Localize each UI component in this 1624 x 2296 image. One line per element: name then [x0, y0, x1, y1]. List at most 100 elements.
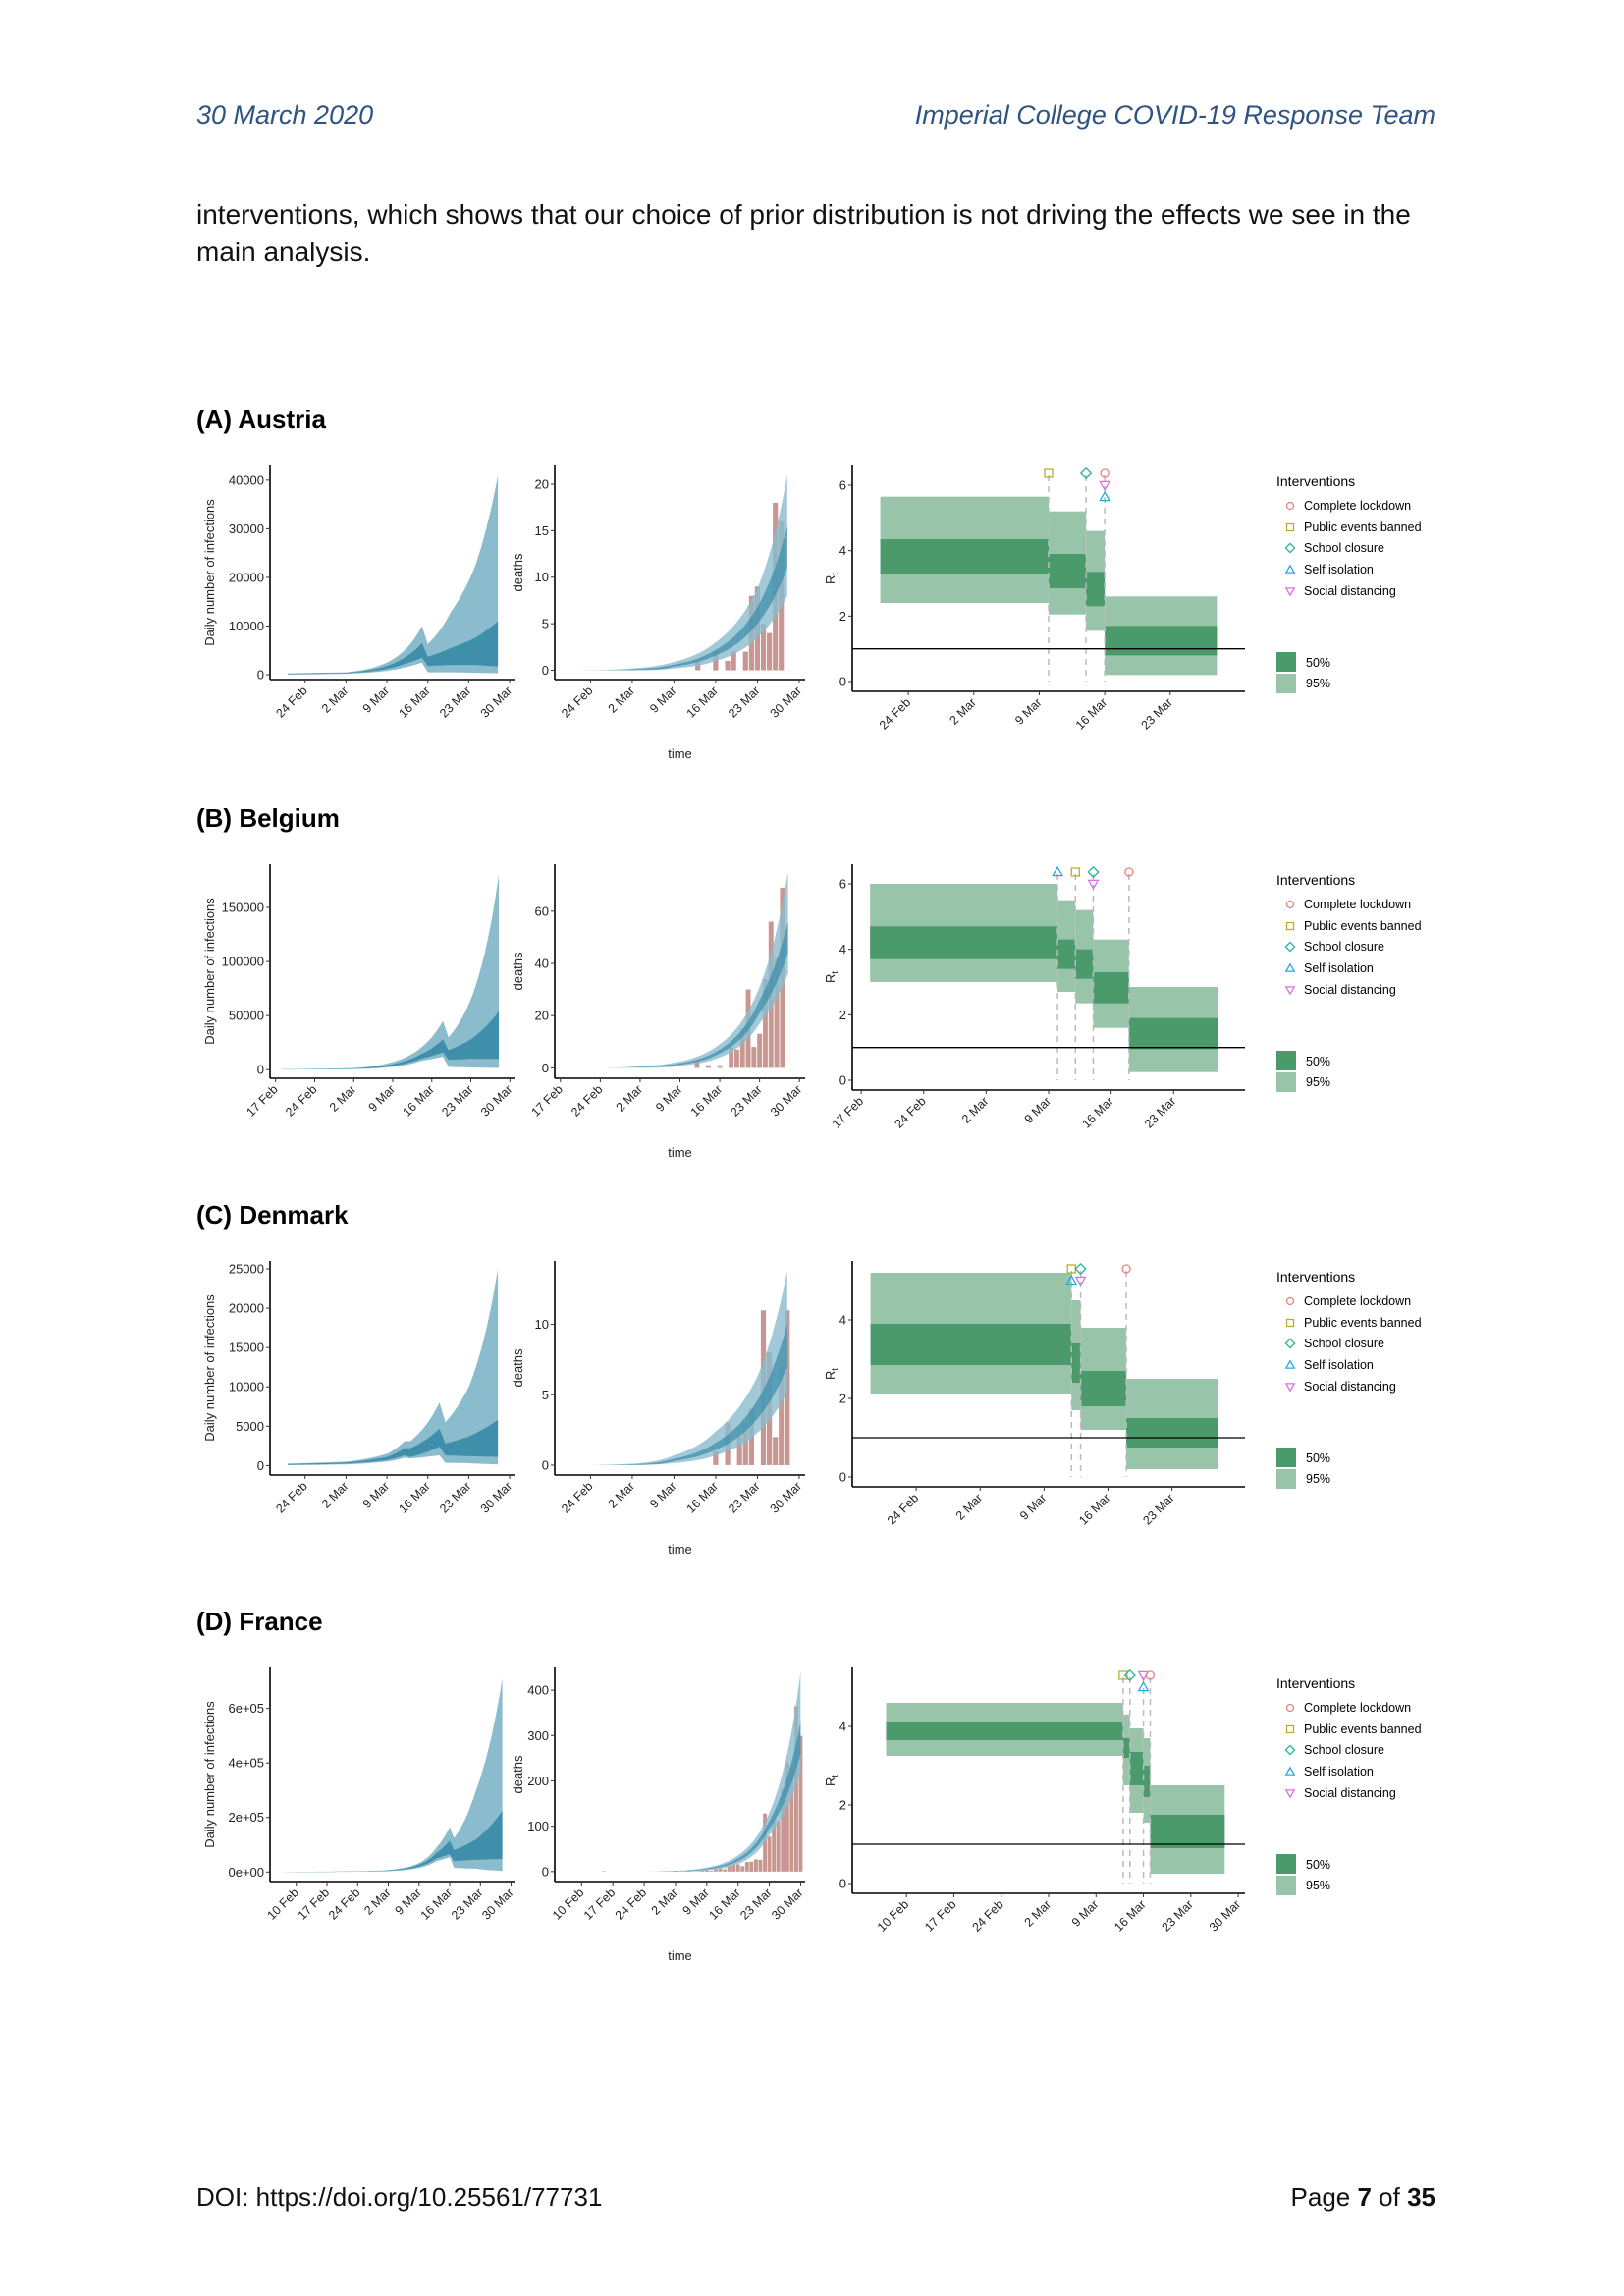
x-tick-label: 17 Feb: [244, 1082, 280, 1119]
legend-band-item: 50%: [1276, 1051, 1422, 1072]
x-tick-label: 17 Feb: [922, 1897, 958, 1934]
death-bar: [763, 979, 768, 1068]
legend-swatch: [1276, 1051, 1296, 1072]
infections-50-band: [287, 621, 499, 675]
y-tick-label: 2: [839, 1798, 846, 1813]
death-bar: [729, 1047, 734, 1068]
legend-item: Public events banned: [1276, 517, 1422, 538]
y-tick-label: 100: [527, 1819, 549, 1833]
legend-item: Public events banned: [1276, 1312, 1422, 1334]
death-bar: [772, 1821, 777, 1872]
intervention-marker-diamond: [1123, 1668, 1136, 1682]
legend-band-label: 95%: [1306, 1471, 1331, 1486]
x-tick-label: 17 Feb: [830, 1094, 866, 1130]
legend-swatch: [1276, 1875, 1296, 1895]
header-date: 30 March 2020: [196, 100, 374, 130]
legend-item: Social distancing: [1276, 979, 1422, 1001]
infections-95-band: [281, 875, 499, 1070]
legend-item: School closure: [1276, 1333, 1422, 1354]
circle-icon: [1285, 900, 1295, 908]
triangle-up-icon: [1284, 1359, 1296, 1369]
legend-label: Social distancing: [1304, 583, 1396, 598]
death-bar: [731, 651, 736, 671]
death-bar: [725, 661, 731, 671]
diamond-icon: [1284, 941, 1296, 953]
legend-marker: [1285, 1296, 1295, 1305]
legend-band-label: 95%: [1306, 1878, 1331, 1892]
x-axis-label: time: [668, 1145, 692, 1160]
x-tick-label: 2 Mar: [614, 1082, 645, 1114]
death-bar: [734, 1049, 739, 1068]
interventions-legend: Interventions Complete lockdown Public eve…: [1276, 872, 1422, 1092]
y-tick-label: 0: [257, 1063, 264, 1077]
death-bar: [700, 1870, 705, 1872]
x-tick-label: 2 Mar: [649, 1886, 680, 1917]
death-bar: [763, 1813, 767, 1872]
legend-item: Self isolation: [1276, 559, 1422, 580]
intervention-marker-square: [1118, 1670, 1128, 1680]
y-tick-label: 10: [535, 570, 549, 584]
y-tick-label: 10: [535, 1317, 549, 1332]
legend-marker: [1284, 586, 1296, 597]
legend-marker: [1284, 962, 1296, 972]
x-tick-label: 24 Feb: [559, 1479, 595, 1515]
body-paragraph: interventions, which shows that our choi…: [196, 199, 1411, 267]
y-tick-label: 0: [542, 1061, 549, 1075]
x-tick-label: 9 Mar: [1012, 695, 1044, 727]
x-tick-label: 17 Feb: [296, 1886, 332, 1922]
triangle-down-icon: [1284, 1382, 1296, 1393]
infections-95-band: [283, 1678, 503, 1873]
intervention-marker-diamond: [1087, 865, 1100, 879]
death-bar: [713, 1450, 719, 1465]
footer-doi: DOI: https://doi.org/10.25561/77731: [196, 2182, 603, 2212]
y-tick-label: 0: [839, 1470, 846, 1485]
legend-marker: [1284, 1788, 1296, 1799]
infections-95-band: [287, 474, 499, 675]
rt-chart: 0 2 4 6 17 Feb 24 Feb 2 Mar 9 Mar 16 Mar 23 Mar Rt: [823, 864, 1245, 1131]
rt-50-interval: [870, 1324, 1072, 1365]
footer-page: Page 7 of 35: [1291, 2182, 1435, 2213]
interventions-legend: Interventions Complete lockdown Public eve…: [1276, 1675, 1422, 1895]
y-axis-label: Rt: [823, 573, 839, 584]
y-tick-label: 2e+05: [228, 1810, 264, 1825]
y-tick-label: 10000: [229, 619, 264, 633]
x-tick-label: 24 Feb: [568, 1082, 605, 1119]
legend-band-label: 50%: [1306, 1054, 1331, 1068]
y-tick-label: 60: [535, 903, 549, 918]
rt-chart: 0 2 4 24 Feb 2 Mar 9 Mar 16 Mar 23 Mar Rt: [823, 1261, 1245, 1528]
y-tick-label: 4: [839, 1313, 846, 1328]
intervention-marker-diamond: [1074, 1262, 1087, 1276]
legend-label: Social distancing: [1304, 982, 1396, 997]
x-tick-label: 2 Mar: [953, 1491, 985, 1522]
x-tick-label: 30 Mar: [1207, 1897, 1243, 1934]
legend-item: Public events banned: [1276, 1719, 1422, 1740]
legend-title: Interventions: [1276, 872, 1356, 888]
y-tick-label: 50000: [229, 1009, 264, 1023]
deaths-chart: 0 5 10 24 Feb 2 Mar 9 Mar 16 Mar 23 Mar 30 Mar de…: [511, 1261, 805, 1557]
death-bar: [773, 1437, 779, 1465]
infections-chart: 0 50000 100000 150000 17 Feb 24 Feb 2 Mar 9 Mar…: [202, 864, 515, 1120]
x-tick-label: 16 Mar: [400, 1082, 436, 1119]
diamond-icon: [1284, 1338, 1296, 1349]
diamond-icon: [1284, 542, 1296, 554]
legend-label: Complete lockdown: [1304, 498, 1412, 513]
x-tick-label: 16 Mar: [688, 1082, 725, 1119]
rt-50-interval: [1075, 949, 1094, 979]
death-bar: [760, 624, 767, 671]
intervention-marker-triangle-down: [1099, 480, 1111, 492]
country-title: (C) Denmark: [196, 1200, 349, 1230]
legend-swatch: [1276, 1854, 1296, 1876]
legend-swatch: [1276, 1071, 1296, 1092]
death-bar: [727, 1866, 731, 1872]
x-tick-label: 24 Feb: [892, 1094, 928, 1130]
death-bar: [706, 1065, 711, 1068]
legend-marker: [1284, 1382, 1296, 1393]
death-bar: [758, 1859, 763, 1872]
triangle-down-icon: [1284, 1788, 1296, 1799]
x-tick-label: 9 Mar: [366, 1082, 398, 1114]
x-tick-label: 2 Mar: [327, 1082, 358, 1114]
legend-label: Self isolation: [1304, 1357, 1374, 1372]
intervention-marker-triangle-up: [1137, 1680, 1150, 1692]
x-tick-label: 17 Feb: [528, 1082, 565, 1119]
legend-band-label: 95%: [1306, 1074, 1331, 1089]
